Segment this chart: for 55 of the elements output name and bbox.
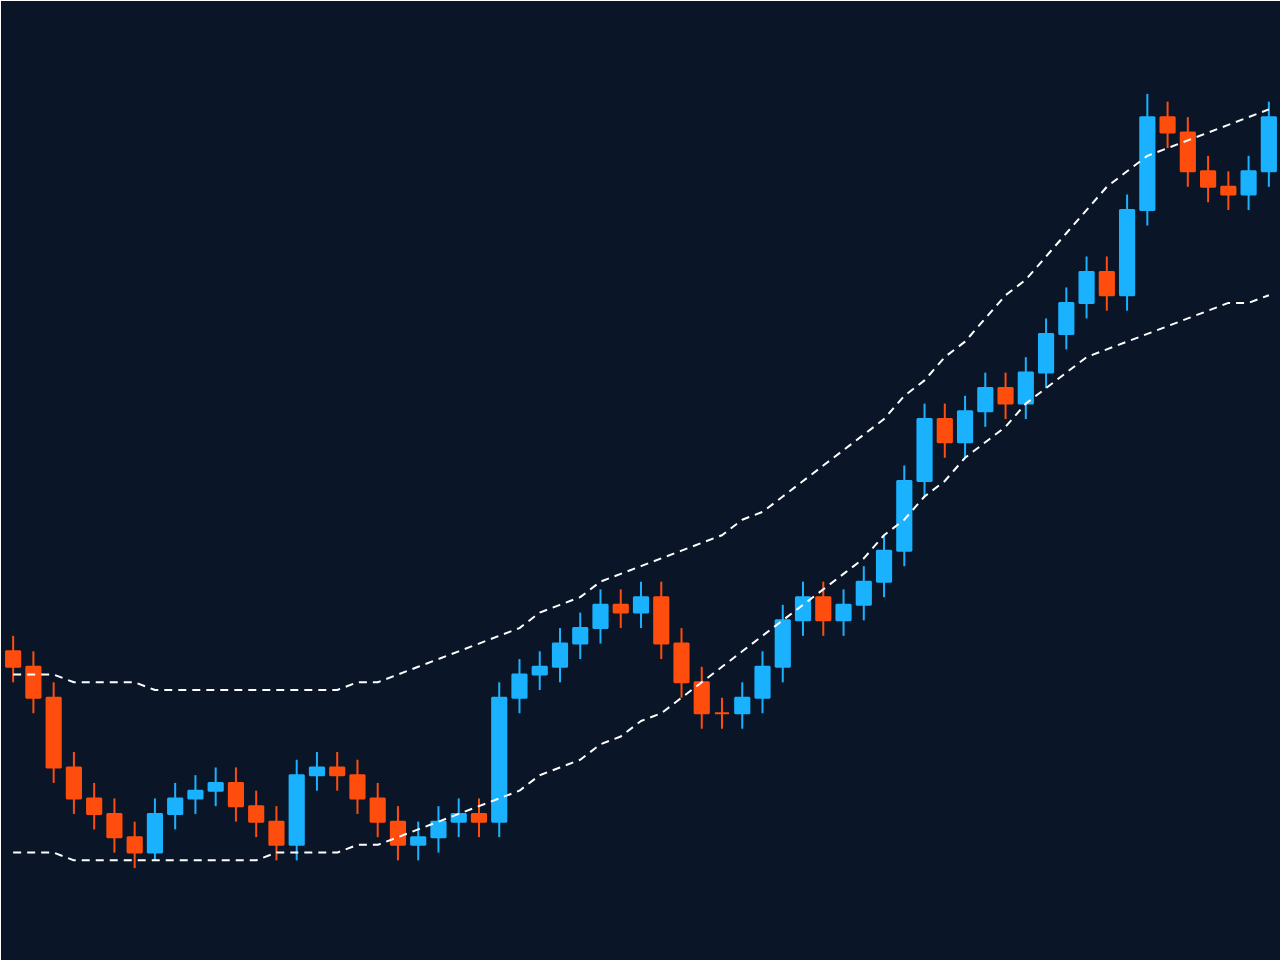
candlestick: [875, 534, 893, 599]
candlestick: [106, 797, 123, 854]
candlestick: [1078, 255, 1095, 320]
candlestick: [1098, 255, 1115, 312]
candlestick: [734, 681, 751, 730]
candlestick: [511, 658, 528, 715]
candlestick: [248, 789, 265, 839]
candlestick: [470, 797, 488, 839]
candlestick: [1220, 170, 1237, 212]
candlestick: [997, 371, 1014, 421]
candlestick: [572, 611, 589, 661]
candlestick: [713, 696, 731, 730]
candlestick: [308, 750, 326, 792]
candlestick: [835, 588, 852, 637]
candlestick: [551, 627, 569, 684]
candlestick: [268, 805, 285, 862]
candlestick: [329, 750, 346, 792]
candlestick: [855, 565, 872, 622]
candlestick: [430, 805, 447, 854]
candlestick: [754, 650, 771, 715]
candlestick: [389, 805, 407, 862]
candlestick: [349, 758, 366, 815]
candlestick: [956, 394, 974, 459]
candlestick: [531, 650, 548, 692]
candlestick: [1058, 286, 1075, 351]
candlestick: [1240, 154, 1257, 212]
candlestick: [5, 634, 22, 684]
candlestick: [612, 588, 629, 630]
candlestick: [410, 820, 427, 862]
candlestick: [653, 580, 670, 661]
candlestick: [65, 750, 82, 815]
candlestick: [126, 820, 143, 870]
candlestick: [774, 603, 791, 684]
candlestick: [207, 766, 224, 808]
candlestick: [1159, 100, 1176, 150]
candlestick: [632, 580, 650, 630]
candlestick: [86, 781, 103, 831]
candlestick: [673, 627, 690, 699]
candlestick: [1017, 356, 1034, 421]
candlestick: [592, 588, 609, 645]
candlestick: [146, 797, 164, 862]
candlestick: [815, 580, 832, 637]
candlestick: [1179, 116, 1196, 188]
candlestick: [167, 781, 184, 831]
candlestick: [369, 781, 386, 839]
candlestick: [187, 774, 204, 815]
candlestick: [1037, 317, 1055, 390]
candlestick: [450, 797, 467, 839]
candlestick: [693, 665, 710, 730]
candlestick: [25, 650, 42, 715]
candlestick: [794, 580, 812, 637]
candlestick: [1200, 154, 1217, 204]
candlestick: [977, 371, 994, 428]
candlestick: [227, 766, 245, 823]
candlestick: [936, 402, 953, 459]
